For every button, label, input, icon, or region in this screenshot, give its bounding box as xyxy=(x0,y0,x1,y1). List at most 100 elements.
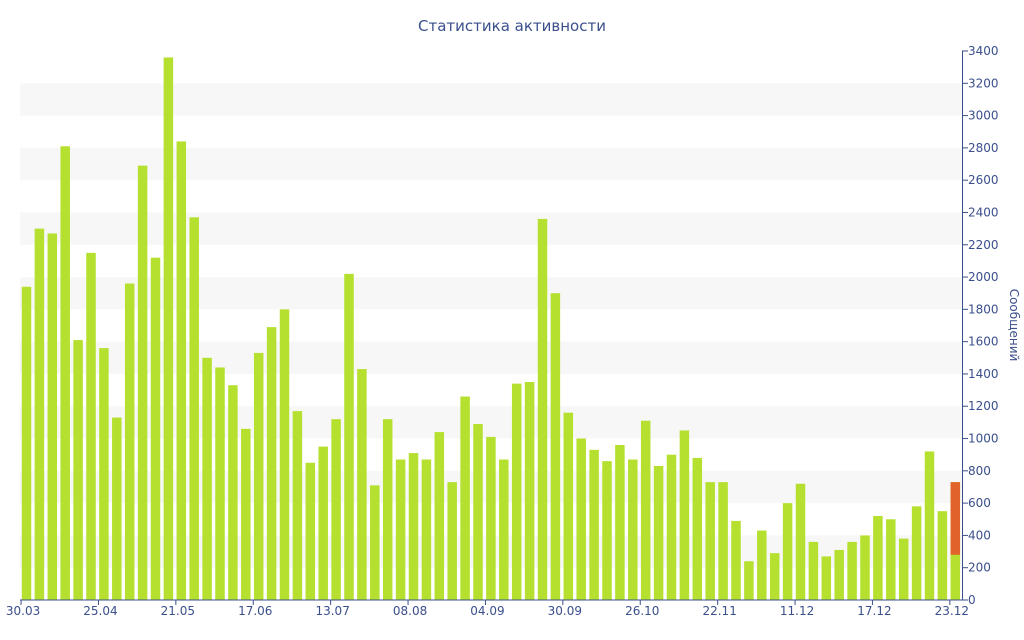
bar xyxy=(679,430,690,600)
bar xyxy=(21,286,32,600)
bar xyxy=(873,516,883,600)
bar xyxy=(292,411,303,600)
bar xyxy=(47,233,58,600)
y-tick-label: 3200 xyxy=(968,76,999,90)
bar xyxy=(550,293,561,600)
bar xyxy=(795,483,806,600)
bar xyxy=(176,141,187,600)
bar xyxy=(486,436,496,600)
bar xyxy=(834,549,844,600)
bar xyxy=(718,482,728,600)
bar xyxy=(112,417,122,600)
bar xyxy=(344,273,354,600)
bar xyxy=(847,541,857,600)
bar xyxy=(447,482,457,600)
bar xyxy=(589,449,599,600)
y-tick-label: 1200 xyxy=(968,399,999,413)
bars xyxy=(21,57,961,601)
x-tick-label: 30.03 xyxy=(6,604,40,618)
y-tick-label: 2000 xyxy=(968,270,999,284)
bar xyxy=(615,444,625,600)
x-tick-label: 23.12 xyxy=(935,604,969,618)
bar xyxy=(731,520,741,600)
bar xyxy=(744,561,754,600)
grid-band xyxy=(20,406,962,439)
grid-band xyxy=(20,277,962,310)
bar xyxy=(150,257,161,600)
bar xyxy=(137,165,148,601)
y-tick-label: 800 xyxy=(968,464,991,478)
x-tick-label: 11.12 xyxy=(780,604,814,618)
bar xyxy=(473,423,483,600)
bar xyxy=(215,367,225,600)
bar xyxy=(653,465,664,600)
x-tick-label: 26.10 xyxy=(625,604,659,618)
bar xyxy=(279,309,290,600)
y-axis-label: Сообщений xyxy=(1007,289,1021,362)
bar xyxy=(60,146,70,601)
x-tick-label: 17.06 xyxy=(238,604,272,618)
y-tick-label: 200 xyxy=(968,561,991,575)
bar xyxy=(692,457,703,600)
bar xyxy=(34,228,45,600)
bar xyxy=(602,461,612,600)
y-tick-label: 0 xyxy=(968,593,976,607)
bar xyxy=(124,283,135,600)
bar xyxy=(228,385,238,600)
bar xyxy=(886,519,896,600)
x-tick-label: 17.12 xyxy=(857,604,891,618)
x-tick-label: 25.04 xyxy=(83,604,117,618)
bar xyxy=(757,530,767,600)
y-tick-label: 400 xyxy=(968,528,991,542)
bar xyxy=(202,357,212,600)
bar xyxy=(705,482,715,600)
bar xyxy=(395,459,406,600)
x-tick-label: 30.09 xyxy=(548,604,582,618)
y-tick-label: 3000 xyxy=(968,109,999,123)
bar xyxy=(318,446,328,600)
y-tick-label: 2600 xyxy=(968,173,999,187)
bar xyxy=(640,420,651,600)
bar xyxy=(666,454,677,600)
chart-title: Статистика активности xyxy=(418,17,606,35)
bar xyxy=(782,503,793,600)
bar xyxy=(628,459,638,600)
y-tick-label: 1800 xyxy=(968,302,999,316)
bar xyxy=(241,428,251,600)
y-tick-label: 3400 xyxy=(968,44,999,58)
bar xyxy=(460,396,470,600)
bar xyxy=(73,340,83,600)
x-tick-label: 04.09 xyxy=(470,604,504,618)
bar xyxy=(537,218,548,600)
x-tick-label: 22.11 xyxy=(702,604,736,618)
bar xyxy=(524,382,535,600)
bar xyxy=(434,432,445,600)
y-tick-label: 600 xyxy=(968,496,991,510)
grid-band xyxy=(20,83,962,116)
bar xyxy=(821,556,832,600)
x-axis-ticks: 30.03 25.04 21.05 17.06 13.07 08.08 04.09 30.09… xyxy=(6,600,969,618)
bar xyxy=(576,438,586,600)
bar xyxy=(860,535,870,600)
bar xyxy=(266,327,277,600)
bar xyxy=(305,462,316,600)
y-tick-label: 2800 xyxy=(968,141,999,155)
bar xyxy=(937,511,948,600)
bar xyxy=(331,419,341,600)
bar xyxy=(408,453,419,600)
y-axis-ticks: 0 200 400 600 800 1000 1200 1400 1600 1800 2000 220… xyxy=(962,44,999,607)
y-tick-label: 1000 xyxy=(968,432,999,446)
y-tick-label: 2200 xyxy=(968,238,999,252)
grid-band xyxy=(20,341,962,374)
y-tick-label: 1400 xyxy=(968,367,999,381)
bar xyxy=(357,369,367,600)
y-tick-label: 1600 xyxy=(968,335,999,349)
bar xyxy=(563,412,574,600)
grid-band xyxy=(20,212,962,245)
bar xyxy=(924,451,935,600)
x-tick-label: 08.08 xyxy=(393,604,427,618)
bar xyxy=(911,506,922,600)
bar xyxy=(421,459,432,600)
bar xyxy=(382,419,393,600)
